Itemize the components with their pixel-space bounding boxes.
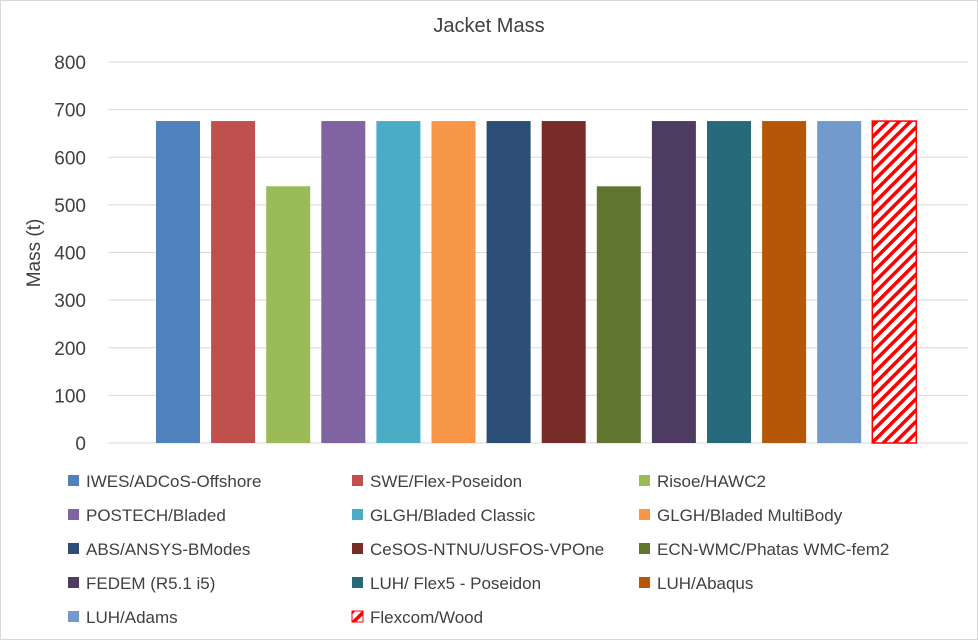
legend-swatch	[639, 475, 650, 486]
legend-label: SWE/Flex-Poseidon	[370, 472, 522, 491]
legend-label: LUH/Abaqus	[657, 574, 753, 593]
legend-label: GLGH/Bladed MultiBody	[657, 506, 843, 525]
legend-swatch	[351, 610, 364, 623]
legend-label: POSTECH/Bladed	[86, 506, 226, 525]
legend-label: ECN-WMC/Phatas WMC-fem2	[657, 540, 889, 559]
legend-label: ABS/ANSYS-BModes	[86, 540, 250, 559]
y-tick-label: 700	[54, 101, 86, 122]
y-tick-label: 600	[54, 148, 86, 169]
legend-swatch	[68, 577, 79, 588]
bar	[541, 121, 586, 444]
bar	[817, 121, 862, 444]
legend-label: FEDEM (R5.1 i5)	[86, 574, 215, 593]
bar	[762, 121, 807, 444]
bar	[871, 120, 918, 444]
y-tick-label: 300	[54, 291, 86, 312]
legend-swatch	[68, 611, 79, 622]
y-tick-label: 400	[54, 244, 86, 265]
legend-label: IWES/ADCoS-Offshore	[86, 472, 261, 491]
legend-swatch	[639, 509, 650, 520]
legend-label: LUH/Adams	[86, 608, 178, 627]
legend-swatch	[68, 475, 79, 486]
legend-swatch	[68, 543, 79, 554]
y-tick-label: 200	[54, 339, 86, 360]
legend-swatch	[639, 543, 650, 554]
y-axis-label: Mass (t)	[24, 219, 45, 288]
legend-label: LUH/ Flex5 - Poseidon	[370, 574, 541, 593]
bar	[651, 121, 696, 444]
legend-label: Flexcom/Wood	[370, 608, 483, 627]
y-tick-label: 800	[54, 53, 86, 74]
bar	[596, 186, 641, 443]
legend-swatch	[352, 509, 363, 520]
legend: IWES/ADCoS-Offshore SWE/Flex-Poseidon Riso…	[68, 472, 889, 627]
bar	[486, 121, 531, 444]
legend-swatch	[68, 509, 79, 520]
chart-title: Jacket Mass	[433, 15, 544, 37]
legend-label: Risoe/HAWC2	[657, 472, 766, 491]
legend-swatch	[639, 577, 650, 588]
y-tick-label: 0	[75, 434, 86, 455]
bar	[266, 186, 311, 443]
bar	[707, 121, 751, 444]
y-tick-label: 100	[54, 386, 86, 407]
bar	[431, 121, 476, 444]
legend-label: CeSOS-NTNU/USFOS-VPOne	[370, 540, 604, 559]
bar	[211, 121, 256, 444]
bars	[156, 120, 918, 444]
bar	[156, 121, 200, 444]
legend-label: GLGH/Bladed Classic	[370, 506, 536, 525]
bar	[321, 121, 366, 444]
legend-swatch	[352, 543, 363, 554]
legend-swatch	[352, 577, 363, 588]
bar	[376, 121, 421, 444]
legend-swatch	[352, 475, 363, 486]
y-tick-label: 500	[54, 196, 86, 217]
y-tick-labels: 0 100 200 300 400 500 600 700 800	[54, 53, 86, 455]
